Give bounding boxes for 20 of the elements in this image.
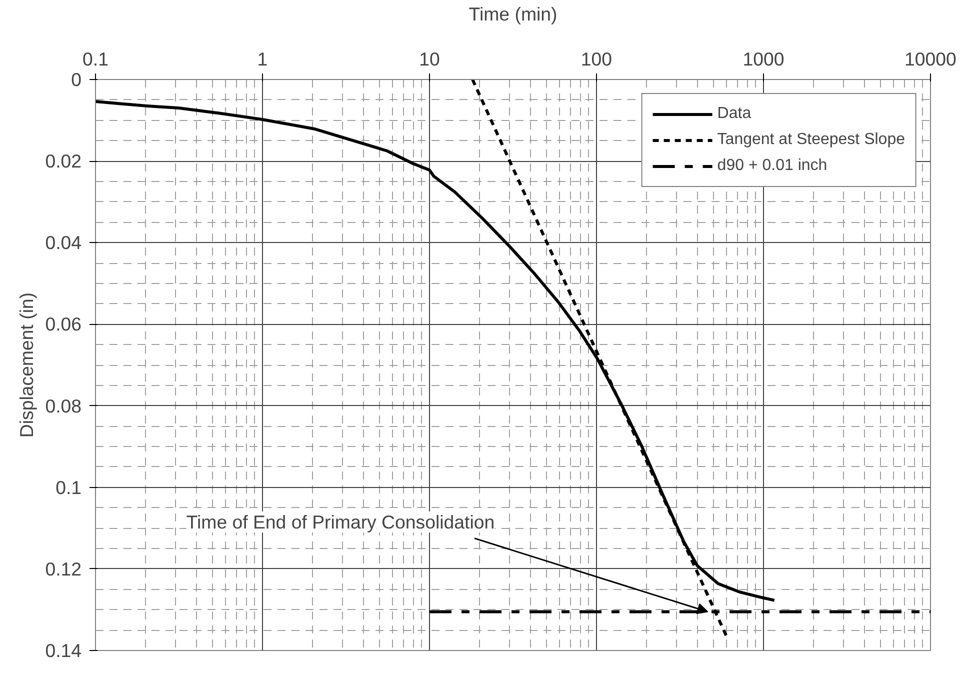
y-tick-label: 0.06	[45, 314, 82, 335]
y-tick-label: 0.1	[56, 476, 82, 498]
y-tick-label: 0.08	[45, 395, 82, 416]
annotation: Time of End of Primary Consolidation	[186, 512, 495, 533]
x-axis-title: Time (min)	[468, 4, 558, 24]
legend-label: Tangent at Steepest Slope	[717, 131, 905, 149]
x-tick-label: 0.1	[82, 48, 108, 70]
y-tick-label: 0	[71, 69, 82, 90]
x-tick-label: 1000	[742, 48, 784, 70]
x-tick-label: 10	[419, 48, 440, 70]
y-tick-label: 0.02	[45, 150, 82, 172]
x-tick-label: 1	[257, 48, 268, 70]
x-tick-label: 100	[580, 48, 612, 70]
legend-label: Data	[717, 105, 752, 123]
legend-label: d90 + 0.01 inch	[717, 157, 828, 175]
x-tick-label: 10000	[904, 48, 956, 70]
y-tick-label: 0.14	[45, 640, 82, 661]
y-tick-label: 0.04	[45, 232, 82, 254]
y-axis-title: Displacement (in)	[16, 292, 38, 438]
y-tick-label: 0.12	[45, 558, 82, 580]
